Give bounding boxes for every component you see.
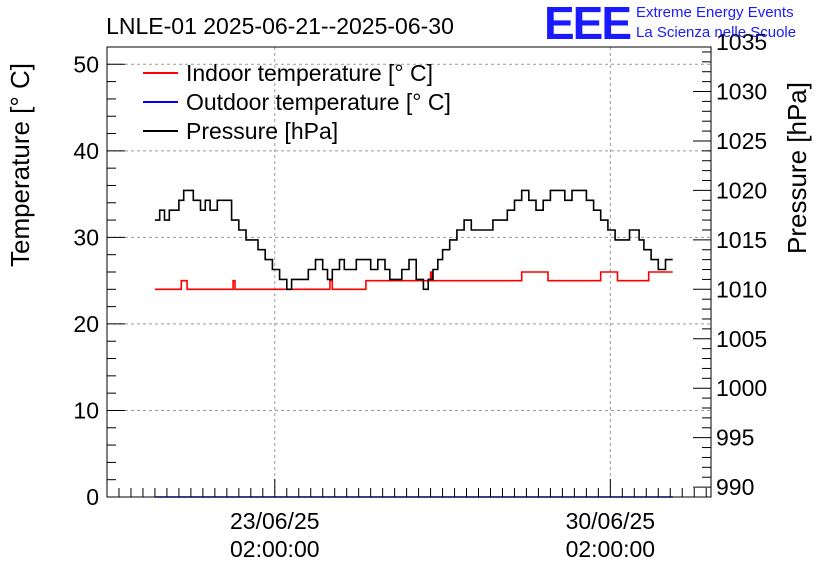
series-group: [154, 189, 673, 498]
eee-logo-line2: La Scienza nelle Scuole: [636, 24, 797, 41]
right-tick-label: 1020: [716, 177, 767, 203]
left-axis: 0 10 20 30 40 50: [73, 46, 125, 510]
right-axis: 990 995 1000 1005 1010 1015 1020 1025 1030 1035: [693, 29, 767, 500]
series-line-0: [154, 271, 673, 291]
right-tick-label: 1000: [716, 375, 767, 401]
right-tick-label: 1005: [716, 326, 767, 352]
series-line-2: [154, 189, 673, 291]
x-tick-label-date: 30/06/25: [566, 508, 656, 534]
legend-label-1: Outdoor temperature [° C]: [186, 89, 451, 115]
left-tick-label: 20: [73, 311, 99, 337]
right-tick-label: 1010: [716, 276, 767, 302]
left-axis-label: Temperature [° C]: [5, 63, 35, 267]
left-tick-label: 10: [73, 397, 99, 423]
legend: Indoor temperature [° C] Outdoor temperat…: [143, 60, 451, 144]
left-tick-label: 30: [73, 224, 99, 250]
legend-label-2: Pressure [hPa]: [186, 118, 338, 144]
x-tick-label-date: 23/06/25: [230, 508, 320, 534]
x-tick-label-time: 02:00:00: [230, 536, 320, 562]
right-tick-label: 1015: [716, 227, 767, 253]
right-tick-label: 1035: [716, 29, 767, 55]
legend-label-0: Indoor temperature [° C]: [186, 60, 433, 86]
x-tick-label-time: 02:00:00: [566, 536, 656, 562]
right-tick-label: 990: [716, 474, 754, 500]
left-tick-label: 0: [86, 484, 99, 510]
right-tick-label: 995: [716, 425, 754, 451]
chart-title: LNLE-01 2025-06-21--2025-06-30: [106, 13, 454, 39]
eee-logo-mark: EEE: [544, 0, 632, 49]
right-axis-label: Pressure [hPa]: [782, 82, 812, 254]
right-tick-label: 1030: [716, 79, 767, 105]
right-tick-label: 1025: [716, 128, 767, 154]
left-tick-label: 40: [73, 138, 99, 164]
eee-logo-line1: Extreme Energy Events: [636, 4, 794, 21]
left-tick-label: 50: [73, 51, 99, 77]
